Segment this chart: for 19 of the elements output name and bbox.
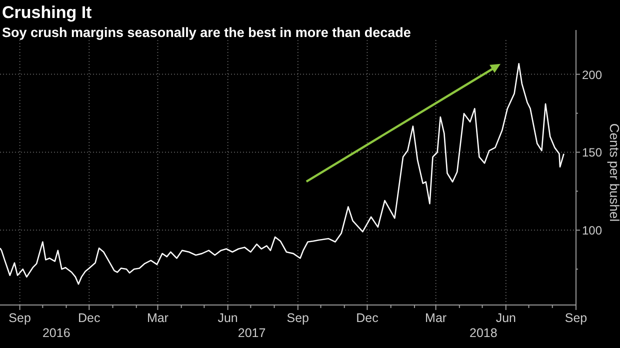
text: 2016 bbox=[42, 326, 70, 340]
x-tick-label: Mar bbox=[146, 311, 168, 325]
x-tick-label: Sep bbox=[286, 311, 310, 325]
x-tick-label: Dec bbox=[78, 311, 100, 325]
text: 2017 bbox=[238, 326, 266, 340]
chart-title: Crushing It bbox=[2, 3, 92, 22]
y-tick-label: 200 bbox=[582, 68, 602, 82]
y-axis-title: Cents per bushel bbox=[607, 123, 620, 222]
text: 2018 bbox=[470, 326, 498, 340]
x-tick-label: Jun bbox=[496, 311, 516, 325]
x-tick-label: Mar bbox=[425, 311, 447, 325]
x-tick-label: Sep bbox=[8, 311, 31, 325]
x-tick-label: Sep bbox=[564, 311, 588, 325]
x-tick-label: Jun bbox=[218, 311, 238, 325]
x-tick-label: Dec bbox=[356, 311, 378, 325]
chart-subtitle: Soy crush margins seasonally are the best in more than decade bbox=[2, 25, 412, 40]
y-tick-label: 150 bbox=[582, 146, 602, 160]
line-series bbox=[0, 63, 564, 285]
y-tick-label: 100 bbox=[582, 224, 602, 238]
